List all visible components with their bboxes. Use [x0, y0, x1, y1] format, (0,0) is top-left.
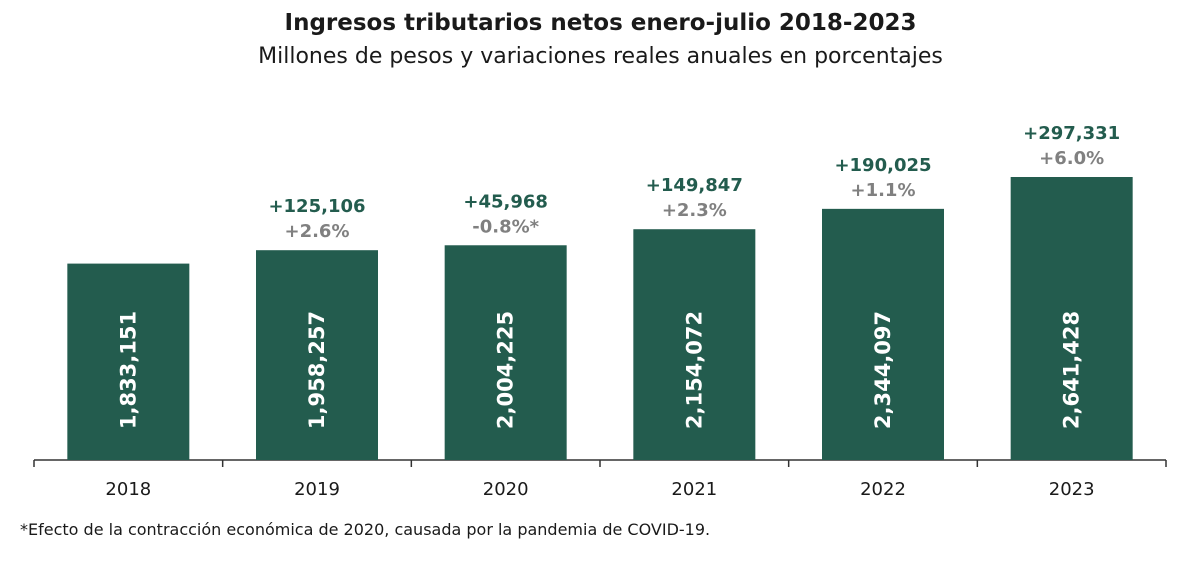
chart-title: Ingresos tributarios netos enero-julio 2… [284, 10, 917, 36]
real-change-label: +2.3% [662, 200, 727, 221]
annual-diff-label: +190,025 [834, 155, 931, 176]
x-tick-label: 2018 [105, 479, 151, 500]
real-change-label: +2.6% [284, 221, 349, 242]
annual-diff-label: +45,968 [463, 191, 548, 212]
bar-value-label: 2,344,097 [871, 311, 895, 429]
footnote: *Efecto de la contracción económica de 2… [20, 520, 711, 539]
x-tick-label: 2023 [1049, 479, 1095, 500]
x-tick-label: 2020 [483, 479, 529, 500]
real-change-label: +6.0% [1039, 148, 1104, 169]
x-tick-label: 2019 [294, 479, 340, 500]
x-tick-label: 2021 [671, 479, 717, 500]
bar-2023 [1010, 177, 1133, 460]
bar-value-label: 1,833,151 [116, 311, 140, 429]
bar-2020 [444, 245, 567, 460]
annual-diff-label: +297,331 [1023, 123, 1120, 144]
real-change-label: -0.8%* [472, 216, 539, 237]
bar-value-label: 1,958,257 [305, 311, 329, 429]
annual-diff-label: +149,847 [646, 175, 743, 196]
bar-2022 [822, 208, 944, 460]
bar-value-label: 2,641,428 [1060, 311, 1084, 429]
bar-value-label: 2,004,225 [494, 311, 518, 429]
bar-2018 [67, 263, 190, 460]
bar-value-label: 2,154,072 [682, 311, 706, 429]
chart-subtitle: Millones de pesos y variaciones reales a… [258, 44, 943, 69]
real-change-label: +1.1% [850, 180, 915, 201]
x-tick-label: 2022 [860, 479, 906, 500]
annual-diff-label: +125,106 [268, 196, 365, 217]
bar-2021 [633, 229, 756, 460]
bar-2019 [256, 250, 378, 460]
